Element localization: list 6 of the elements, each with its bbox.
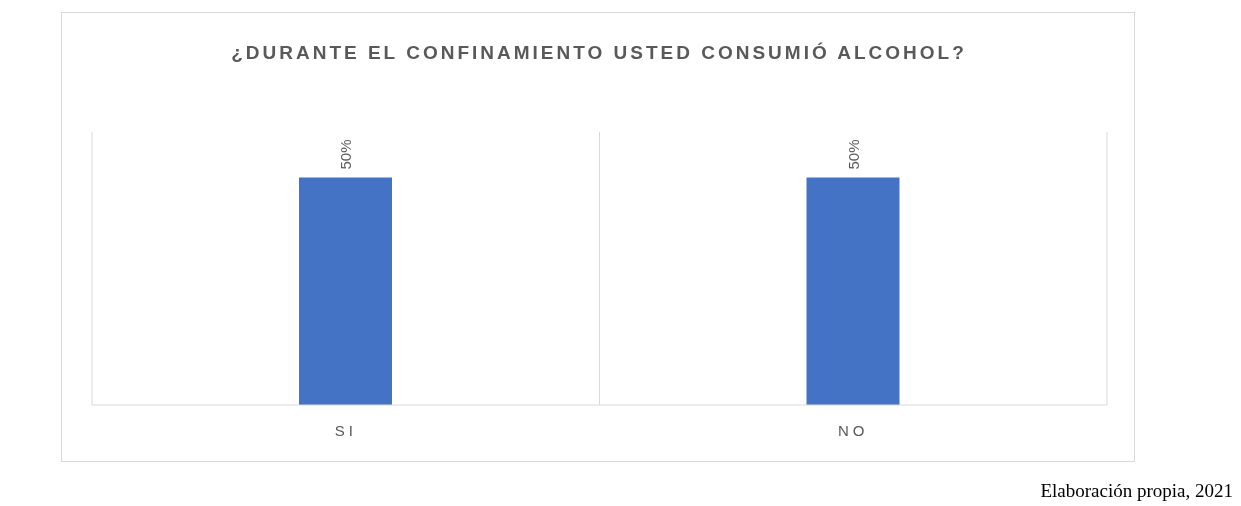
text: Elaboración propia, 2021 xyxy=(1040,480,1233,502)
data-label: 50% xyxy=(844,139,862,170)
x-tick-label: SI xyxy=(334,421,357,439)
x-tick-label: NO xyxy=(838,421,869,439)
data-label: 50% xyxy=(337,139,354,170)
chart-title: ¿DURANTE EL CONFINAMIENTO USTED CONSUMIÓ ALCOHOL? xyxy=(230,41,968,65)
